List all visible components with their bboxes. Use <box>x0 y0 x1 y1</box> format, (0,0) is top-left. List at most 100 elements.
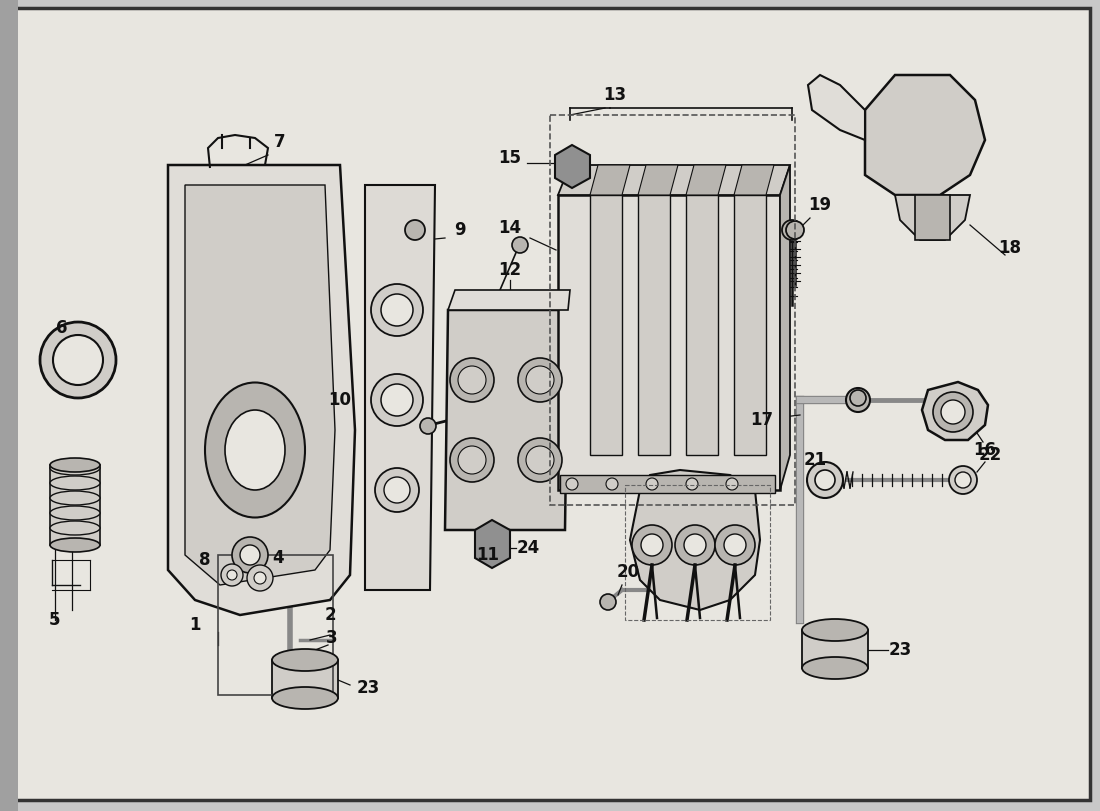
Text: 13: 13 <box>604 86 627 104</box>
Polygon shape <box>365 185 435 590</box>
Bar <box>638 195 670 455</box>
Circle shape <box>815 470 835 490</box>
Polygon shape <box>558 195 780 490</box>
Ellipse shape <box>802 619 868 641</box>
Circle shape <box>450 438 494 482</box>
Polygon shape <box>638 165 678 195</box>
Text: 21: 21 <box>803 451 826 469</box>
Polygon shape <box>558 165 790 195</box>
Circle shape <box>375 468 419 512</box>
Circle shape <box>600 594 616 610</box>
Circle shape <box>512 237 528 253</box>
Text: 12: 12 <box>498 261 521 279</box>
Circle shape <box>606 478 618 490</box>
Polygon shape <box>446 310 568 530</box>
Polygon shape <box>475 520 510 568</box>
Ellipse shape <box>50 491 100 505</box>
Polygon shape <box>895 195 970 240</box>
Circle shape <box>686 478 698 490</box>
Circle shape <box>782 220 802 240</box>
Ellipse shape <box>50 506 100 520</box>
Polygon shape <box>922 382 988 440</box>
Circle shape <box>371 374 424 426</box>
Ellipse shape <box>50 476 100 490</box>
Circle shape <box>384 477 410 503</box>
Bar <box>915 195 950 240</box>
Text: 16: 16 <box>974 441 997 459</box>
Circle shape <box>566 478 578 490</box>
Circle shape <box>850 390 866 406</box>
Circle shape <box>715 525 755 565</box>
Bar <box>218 555 333 695</box>
Text: 6: 6 <box>56 319 68 337</box>
Circle shape <box>232 537 268 573</box>
Polygon shape <box>185 185 336 585</box>
Bar <box>625 485 770 620</box>
Text: 1: 1 <box>189 616 200 634</box>
Circle shape <box>933 392 974 432</box>
Circle shape <box>955 472 971 488</box>
Text: 5: 5 <box>50 611 60 629</box>
Text: 14: 14 <box>498 219 521 237</box>
Circle shape <box>53 335 103 385</box>
Circle shape <box>450 358 494 402</box>
Circle shape <box>641 534 663 556</box>
Circle shape <box>254 572 266 584</box>
Polygon shape <box>590 165 630 195</box>
Polygon shape <box>734 165 774 195</box>
Circle shape <box>420 418 436 434</box>
Circle shape <box>248 565 273 591</box>
Circle shape <box>381 294 412 326</box>
Bar <box>50 465 100 545</box>
Ellipse shape <box>50 458 100 472</box>
Text: 22: 22 <box>978 446 1002 464</box>
Text: 19: 19 <box>808 196 832 214</box>
Text: 24: 24 <box>516 539 540 557</box>
Polygon shape <box>686 165 726 195</box>
Polygon shape <box>630 470 760 610</box>
Bar <box>0 0 18 811</box>
Text: 8: 8 <box>199 551 211 569</box>
Circle shape <box>40 322 116 398</box>
Bar <box>802 630 868 668</box>
Circle shape <box>381 384 412 416</box>
Polygon shape <box>556 145 590 188</box>
Circle shape <box>227 570 236 580</box>
Text: 20: 20 <box>616 563 639 581</box>
Text: 23: 23 <box>356 679 380 697</box>
Circle shape <box>846 388 870 412</box>
Polygon shape <box>168 165 355 615</box>
Bar <box>560 475 775 493</box>
Circle shape <box>632 525 672 565</box>
Bar <box>734 195 766 455</box>
Text: 9: 9 <box>454 221 465 239</box>
Text: 10: 10 <box>329 391 352 409</box>
Circle shape <box>724 534 746 556</box>
Bar <box>686 195 718 455</box>
Circle shape <box>786 221 804 239</box>
Polygon shape <box>808 75 865 140</box>
Polygon shape <box>780 165 790 490</box>
Text: 23: 23 <box>889 641 912 659</box>
Ellipse shape <box>50 461 100 475</box>
Circle shape <box>371 284 424 336</box>
Text: 11: 11 <box>476 546 499 564</box>
Ellipse shape <box>50 538 100 552</box>
Circle shape <box>518 358 562 402</box>
Circle shape <box>221 564 243 586</box>
Bar <box>590 195 621 455</box>
Text: 4: 4 <box>272 549 284 567</box>
Ellipse shape <box>272 687 338 709</box>
Circle shape <box>458 366 486 394</box>
Ellipse shape <box>50 521 100 535</box>
Text: 3: 3 <box>327 629 338 647</box>
Circle shape <box>949 466 977 494</box>
Polygon shape <box>448 290 570 310</box>
Text: 17: 17 <box>750 411 773 429</box>
Circle shape <box>807 462 843 498</box>
Bar <box>272 660 338 698</box>
Circle shape <box>240 545 260 565</box>
Circle shape <box>675 525 715 565</box>
Ellipse shape <box>272 649 338 671</box>
Ellipse shape <box>802 657 868 679</box>
